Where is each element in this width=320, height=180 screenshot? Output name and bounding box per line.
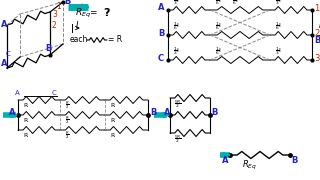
Text: 2: 2: [51, 21, 56, 30]
Text: $\frac{5R}{2}$: $\frac{5R}{2}$: [174, 133, 182, 145]
Text: $\frac{5R}{2}$: $\frac{5R}{2}$: [174, 98, 182, 110]
Text: $\frac{1}{6}$I: $\frac{1}{6}$I: [275, 20, 282, 32]
Text: $\frac{1}{6}$I: $\frac{1}{6}$I: [215, 20, 222, 32]
Text: 1: 1: [314, 4, 319, 13]
Text: 2: 2: [314, 29, 319, 38]
Text: B: B: [45, 44, 52, 53]
Text: R: R: [23, 118, 27, 123]
Text: R: R: [110, 133, 114, 138]
Text: = R: = R: [108, 35, 122, 44]
Text: B: B: [211, 108, 217, 117]
Text: 3: 3: [314, 54, 319, 63]
Text: A: A: [164, 108, 171, 117]
Text: I: I: [76, 21, 78, 30]
Text: $\frac{1}{3}$I: $\frac{1}{3}$I: [173, 0, 180, 7]
Text: B: B: [150, 108, 156, 117]
Text: R: R: [110, 103, 114, 108]
Text: $\frac{1}{3}$I: $\frac{1}{3}$I: [275, 45, 282, 57]
Text: C: C: [52, 90, 57, 96]
Text: B: B: [158, 29, 164, 38]
Text: R: R: [110, 118, 114, 123]
Text: A: A: [158, 3, 164, 12]
Text: each: each: [70, 35, 88, 44]
Text: A: A: [1, 20, 7, 29]
Text: $\frac{1}{6}$I: $\frac{1}{6}$I: [232, 0, 239, 7]
Text: A: A: [9, 108, 15, 117]
Text: $\frac{1}{3}$I: $\frac{1}{3}$I: [275, 0, 282, 7]
Text: A: A: [1, 59, 7, 68]
Text: R: R: [23, 103, 27, 108]
Text: $\frac{R}{2}$: $\frac{R}{2}$: [65, 99, 70, 111]
Text: A: A: [222, 156, 228, 165]
Text: $\frac{1}{6}$I: $\frac{1}{6}$I: [215, 0, 222, 7]
Text: B: B: [291, 156, 297, 165]
Text: 1: 1: [56, 2, 61, 11]
Text: B: B: [314, 36, 320, 45]
Text: $R_{Eq}$=: $R_{Eq}$=: [75, 7, 98, 21]
Text: C: C: [6, 51, 11, 57]
Text: I: I: [319, 21, 320, 30]
Text: $\frac{R}{2}$: $\frac{R}{2}$: [65, 114, 70, 126]
Text: C: C: [158, 54, 164, 63]
Text: A: A: [15, 90, 20, 96]
Text: $R_{Eq}$: $R_{Eq}$: [242, 158, 257, 172]
Text: 3: 3: [52, 10, 57, 19]
Text: $\frac{1}{3}$I: $\frac{1}{3}$I: [173, 45, 180, 57]
Text: $\frac{R}{2}$: $\frac{R}{2}$: [65, 129, 70, 141]
Text: B: B: [64, 0, 70, 6]
Text: ?: ?: [103, 8, 109, 18]
Text: R: R: [23, 133, 27, 138]
Text: $\frac{1}{6}$I: $\frac{1}{6}$I: [173, 20, 180, 32]
Text: $\frac{1}{6}$I: $\frac{1}{6}$I: [215, 45, 222, 57]
